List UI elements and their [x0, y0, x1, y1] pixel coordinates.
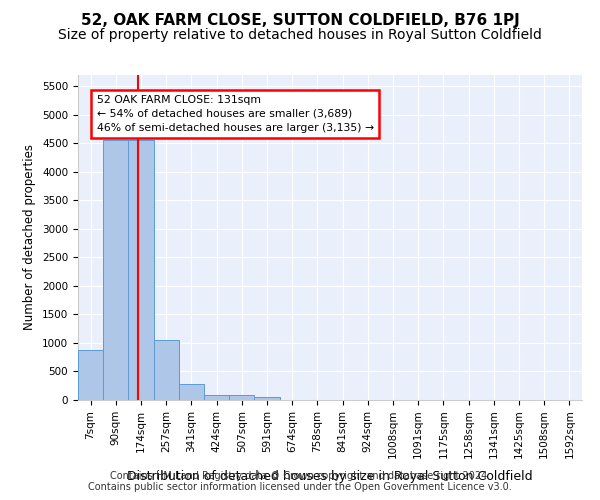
Bar [204, 396, 229, 400]
Text: Contains HM Land Registry data © Crown copyright and database right 2024.
Contai: Contains HM Land Registry data © Crown c… [88, 471, 512, 492]
Y-axis label: Number of detached properties: Number of detached properties [23, 144, 37, 330]
Bar [154, 340, 179, 400]
Text: 52 OAK FARM CLOSE: 131sqm
← 54% of detached houses are smaller (3,689)
46% of se: 52 OAK FARM CLOSE: 131sqm ← 54% of detac… [97, 95, 374, 133]
Bar [229, 396, 254, 400]
X-axis label: Distribution of detached houses by size in Royal Sutton Coldfield: Distribution of detached houses by size … [127, 470, 533, 482]
Bar [179, 384, 204, 400]
Bar [78, 350, 103, 400]
Bar [254, 397, 280, 400]
Text: Size of property relative to detached houses in Royal Sutton Coldfield: Size of property relative to detached ho… [58, 28, 542, 42]
Bar [128, 140, 154, 400]
Bar [103, 140, 128, 400]
Text: 52, OAK FARM CLOSE, SUTTON COLDFIELD, B76 1PJ: 52, OAK FARM CLOSE, SUTTON COLDFIELD, B7… [80, 12, 520, 28]
